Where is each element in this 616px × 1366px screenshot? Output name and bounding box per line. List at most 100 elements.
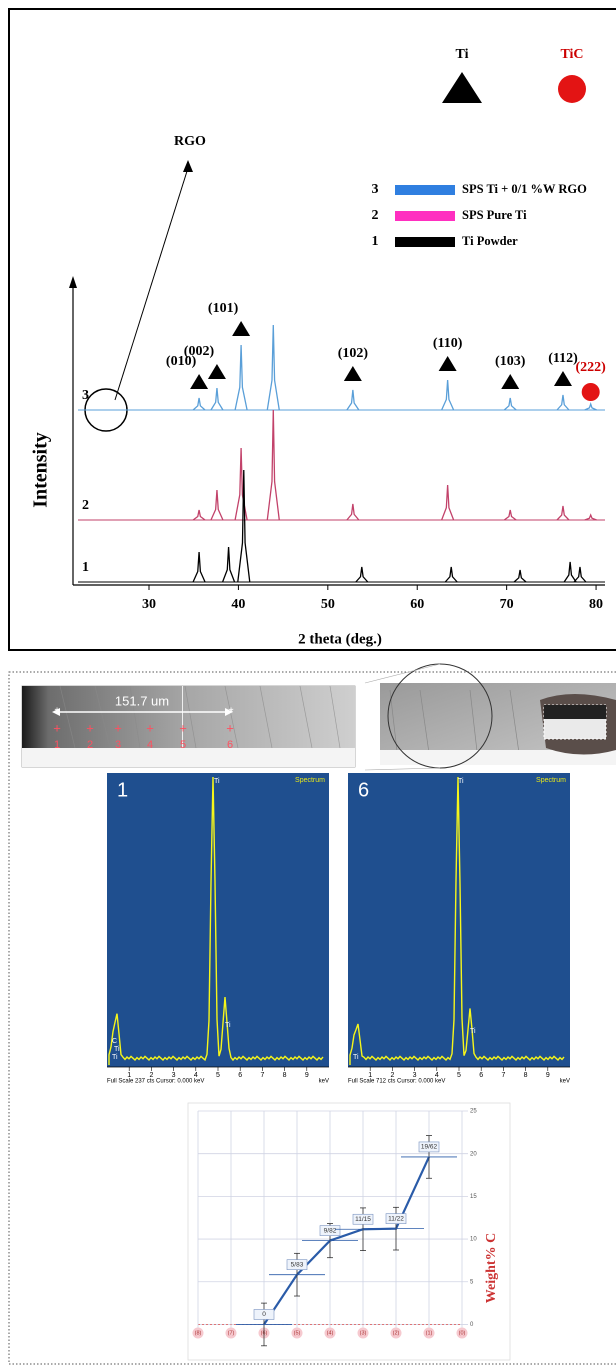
diffraction-peak	[210, 387, 224, 411]
panel-frame	[8, 8, 616, 651]
sem-streaks	[389, 689, 521, 761]
point-marker: +	[53, 720, 61, 735]
value-label-box	[385, 1213, 407, 1224]
spectrum-number: 1	[117, 779, 128, 801]
y-tick-label: 25	[470, 1109, 477, 1115]
x-tick-label: 60	[410, 597, 424, 612]
peak-marker	[343, 366, 362, 381]
y-tick-label: 10	[470, 1237, 477, 1243]
category-badge	[390, 1327, 402, 1339]
diffraction-peak	[503, 397, 517, 411]
legend-number: 3	[372, 182, 379, 197]
legend-swatch	[395, 185, 455, 195]
peak-label: Ti	[225, 1022, 231, 1029]
x-tick-label: 6	[238, 1072, 242, 1079]
x-tick-label: (2)	[393, 1330, 400, 1336]
x-tick-label: 70	[500, 597, 514, 612]
trace-label: 3	[82, 388, 89, 403]
diffraction-peak	[237, 469, 251, 583]
diffraction-peak	[234, 447, 248, 521]
x-tick-label: (3)	[360, 1330, 367, 1336]
spectrum-title: Spectrum	[536, 777, 566, 784]
x-tick-label: 5	[216, 1072, 220, 1079]
legend-number: 1	[372, 234, 379, 249]
diffraction-peak	[584, 513, 597, 521]
spectrum-trace	[108, 776, 324, 1065]
x-tick-label: 4	[194, 1072, 198, 1079]
diffraction-peak	[556, 505, 570, 521]
point-marker: +	[146, 720, 154, 735]
value-label-box	[319, 1225, 341, 1236]
x-tick-label: 40	[231, 597, 245, 612]
value-label-box	[253, 1309, 275, 1320]
sem-seam	[182, 686, 183, 748]
category-badge	[456, 1327, 468, 1339]
peak-marker	[232, 321, 251, 336]
peak-label: Ti	[353, 1054, 359, 1061]
spectrum-footer: Full Scale 712 cts Cursor: 0.000 keV	[348, 1079, 445, 1085]
phase-marker	[442, 72, 482, 103]
spectrum-number: 6	[358, 779, 369, 801]
scale-mark: *	[228, 704, 233, 719]
peak-label: (002)	[184, 344, 215, 359]
diffraction-peak	[210, 489, 224, 521]
peak-label: (110)	[433, 336, 463, 351]
chart-frame	[187, 1102, 511, 1361]
category-badge	[357, 1327, 369, 1339]
x-tick-label: 5	[457, 1072, 461, 1079]
peak-marker	[501, 374, 520, 389]
value-label: 11/15	[355, 1216, 371, 1223]
legend-swatch	[395, 211, 455, 221]
diffraction-peak	[503, 509, 517, 521]
x-tick-label: 3	[413, 1072, 417, 1079]
rgo-arrow	[114, 167, 189, 401]
legend-label: Ti Powder	[462, 234, 518, 248]
spectrum-trace	[349, 776, 565, 1065]
x-tick-label: (8)	[195, 1330, 202, 1336]
phase-label: Ti	[456, 47, 469, 62]
trace-label: 2	[82, 498, 89, 513]
x-tick-label: 6	[479, 1072, 483, 1079]
x-tick-label: 1	[127, 1072, 131, 1079]
phase-label: TiC	[560, 47, 583, 62]
value-label-box	[418, 1141, 440, 1153]
x-unit: keV	[560, 1079, 570, 1085]
value-label: 19/62	[421, 1144, 438, 1151]
point-label: 6	[227, 739, 233, 751]
category-badge	[423, 1327, 435, 1339]
point-label: 1	[54, 739, 60, 751]
trace-label: 1	[82, 560, 89, 575]
peak-marker	[553, 371, 572, 386]
diffraction-peak	[266, 409, 280, 521]
sem-image	[364, 663, 616, 771]
value-label-box	[352, 1213, 374, 1225]
peak-label: Ti	[470, 1028, 476, 1035]
y-axis-label: Intensity	[30, 432, 52, 508]
peak-label: (103)	[495, 354, 526, 369]
x-tick-label: 9	[546, 1072, 550, 1079]
x-tick-label: 2	[390, 1072, 394, 1079]
diffraction-peak	[513, 569, 527, 583]
y-tick-label: 5	[470, 1279, 474, 1285]
y-tick-label: 0	[470, 1322, 474, 1328]
x-tick-label: 7	[260, 1072, 264, 1079]
legend-label: SPS Ti + 0/1 %W RGO	[462, 182, 587, 196]
peak-label: Ti	[214, 778, 220, 785]
legend-number: 2	[372, 208, 379, 223]
value-label: 5/83	[291, 1261, 304, 1268]
peak-label: Ti	[114, 1046, 120, 1053]
x-tick-label: (4)	[327, 1330, 334, 1336]
category-badge	[225, 1327, 237, 1339]
x-tick-label: 4	[435, 1072, 439, 1079]
peak-label: (222)	[576, 360, 607, 375]
value-label-box	[286, 1259, 308, 1270]
spectrum-footer: Full Scale 237 cts Cursor: 0.000 keV	[107, 1079, 204, 1085]
diffraction-peak	[556, 394, 570, 411]
peak-label: (112)	[548, 351, 578, 366]
x-tick-label: (5)	[294, 1330, 301, 1336]
x-tick-label: 30	[142, 597, 156, 612]
sem-image: * * 151.7 um	[21, 685, 356, 768]
peak-label: C	[355, 1072, 360, 1079]
point-marker: +	[86, 720, 94, 735]
x-tick-label: 9	[305, 1072, 309, 1079]
